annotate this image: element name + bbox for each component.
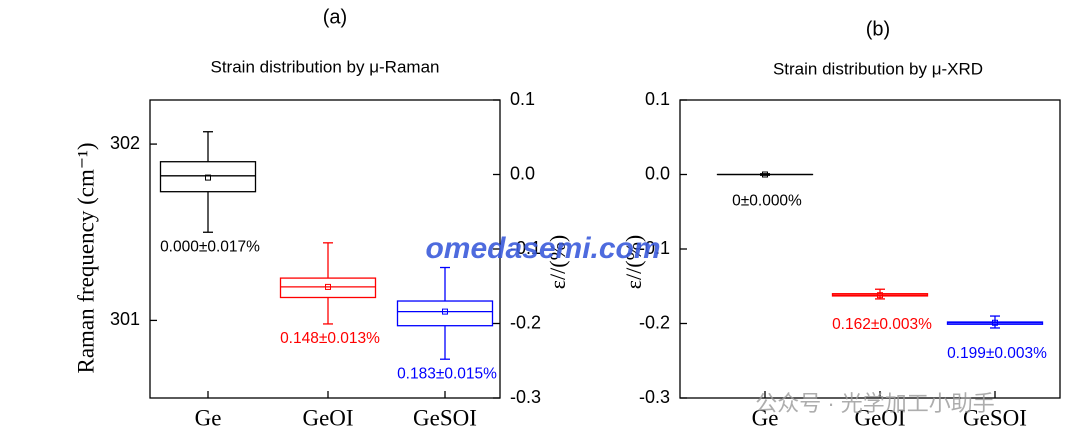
- x-tick-label: GeSOI: [413, 405, 477, 430]
- value-label: 0±0.000%: [732, 192, 802, 209]
- value-label: 0.162±0.003%: [832, 316, 932, 333]
- tick-label: -0.1: [510, 238, 541, 258]
- tick-label: -0.3: [510, 387, 541, 407]
- box: [396, 300, 494, 327]
- box: [159, 161, 257, 193]
- panel-label: (a): [323, 6, 347, 28]
- tick-label: 0.0: [510, 163, 535, 183]
- x-tick-label: GeSOI: [963, 405, 1027, 430]
- tick-label: 0.1: [645, 89, 670, 109]
- mean: [205, 174, 211, 181]
- tick-label: -0.2: [639, 312, 670, 332]
- tick-label: -0.3: [639, 387, 670, 407]
- mean: [877, 292, 883, 299]
- y2-axis-label: ε//(%): [545, 235, 570, 289]
- x-tick-label: Ge: [195, 405, 222, 430]
- tick-label: 0.1: [510, 89, 535, 109]
- y-axis-label: Raman frequency (cm⁻¹): [73, 142, 98, 373]
- y-axis-label: ε//(%): [621, 235, 646, 289]
- tick-label: 301: [110, 309, 140, 329]
- mean: [992, 319, 998, 326]
- mean: [442, 308, 448, 315]
- tick-label: -0.1: [639, 238, 670, 258]
- chart-title: Strain distribution by μ-XRD: [773, 59, 983, 78]
- box: [279, 277, 377, 299]
- x-tick-label: GeOI: [854, 405, 905, 430]
- x-tick-label: Ge: [752, 405, 779, 430]
- panel-label: (b): [866, 18, 890, 40]
- mean: [762, 171, 768, 178]
- x-tick-label: GeOI: [302, 405, 353, 430]
- chart-title: Strain distribution by μ-Raman: [210, 57, 439, 76]
- value-label: 0.183±0.015%: [397, 365, 497, 382]
- value-label: 0.148±0.013%: [280, 330, 380, 347]
- tick-label: 302: [110, 133, 140, 153]
- watermark: omedasemi.com: [425, 232, 660, 265]
- value-label: 0.199±0.003%: [947, 345, 1047, 362]
- watermark: 公众号 · 光学加工小助手: [755, 391, 995, 416]
- value-label: 0.000±0.017%: [160, 238, 260, 255]
- mean: [325, 283, 331, 290]
- tick-label: -0.2: [510, 312, 541, 332]
- tick-label: 0.0: [645, 163, 670, 183]
